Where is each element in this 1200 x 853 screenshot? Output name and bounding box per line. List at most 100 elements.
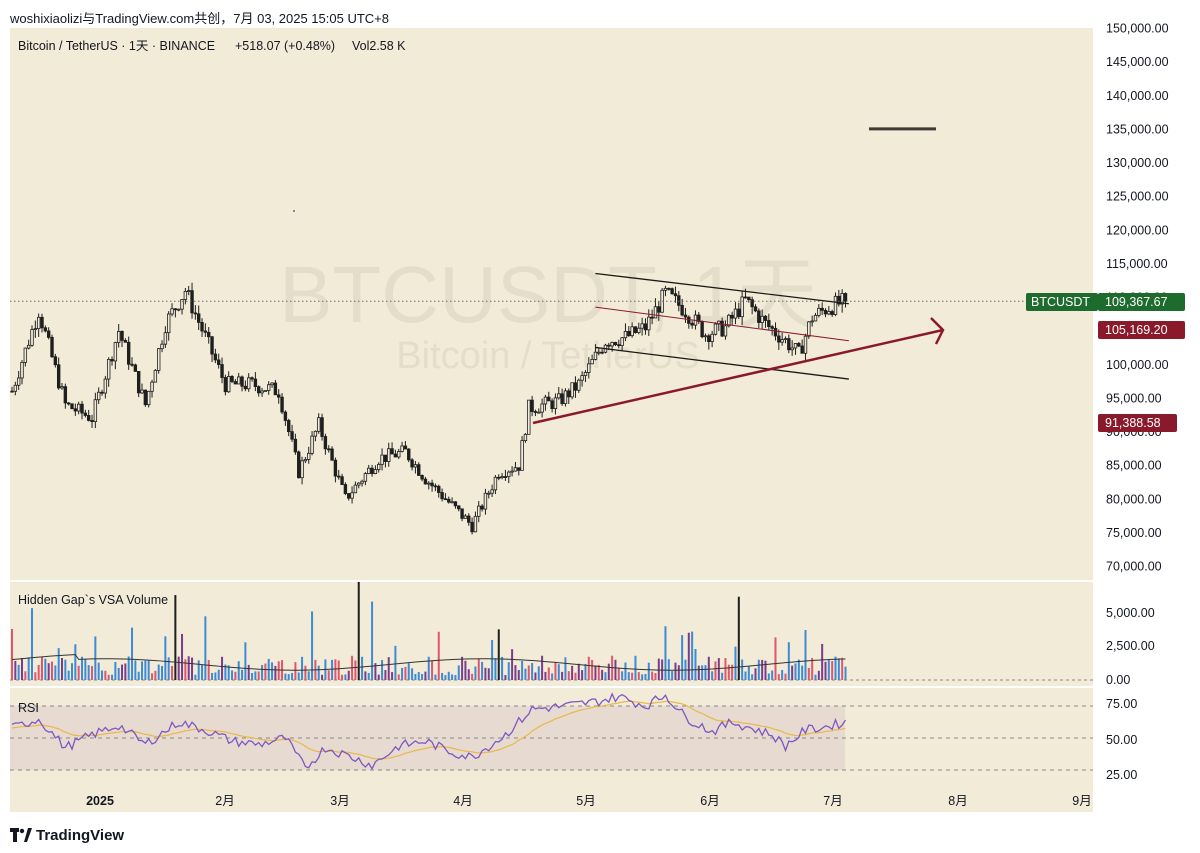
- volume-bar[interactable]: [194, 674, 197, 680]
- candle[interactable]: [247, 373, 251, 392]
- candle[interactable]: [697, 312, 701, 324]
- volume-bar[interactable]: [131, 627, 134, 680]
- volume-bar[interactable]: [251, 672, 254, 680]
- candle[interactable]: [427, 481, 431, 490]
- candle[interactable]: [260, 387, 264, 397]
- candle[interactable]: [86, 409, 91, 422]
- volume-bar[interactable]: [237, 661, 240, 680]
- candle[interactable]: [633, 326, 638, 334]
- candle[interactable]: [96, 387, 101, 405]
- volume-bar[interactable]: [754, 668, 757, 680]
- volume-bar[interactable]: [787, 642, 790, 680]
- volume-bar[interactable]: [364, 671, 367, 680]
- volume-bar[interactable]: [44, 658, 47, 680]
- candle[interactable]: [617, 339, 621, 349]
- candle[interactable]: [347, 493, 351, 501]
- rsi-line[interactable]: [11, 692, 847, 771]
- candle[interactable]: [393, 449, 398, 458]
- volume-bar[interactable]: [147, 660, 150, 680]
- candle[interactable]: [176, 308, 181, 312]
- candle[interactable]: [600, 349, 604, 355]
- volume-bar[interactable]: [821, 643, 824, 680]
- volume-bar[interactable]: [141, 661, 144, 680]
- volume-bar[interactable]: [207, 659, 210, 680]
- volume-bar[interactable]: [27, 657, 30, 680]
- candle[interactable]: [630, 322, 634, 338]
- volume-bar[interactable]: [751, 674, 754, 680]
- volume-bar[interactable]: [471, 673, 474, 680]
- candle[interactable]: [190, 282, 194, 319]
- candle[interactable]: [83, 409, 88, 418]
- candle[interactable]: [837, 289, 841, 307]
- candle[interactable]: [330, 446, 334, 461]
- volume-bar[interactable]: [554, 661, 557, 680]
- volume-bar[interactable]: [261, 665, 264, 680]
- candle[interactable]: [130, 357, 134, 367]
- volume-bar[interactable]: [827, 660, 830, 680]
- candle[interactable]: [730, 311, 734, 326]
- candle[interactable]: [513, 461, 518, 472]
- candle[interactable]: [46, 327, 51, 340]
- volume-bar[interactable]: [74, 644, 77, 680]
- volume-bar[interactable]: [284, 673, 287, 680]
- uptrend-arrow[interactable]: [532, 328, 944, 425]
- candle[interactable]: [257, 385, 261, 397]
- volume-bar[interactable]: [177, 656, 180, 680]
- volume-bar[interactable]: [327, 670, 330, 680]
- volume-bar[interactable]: [481, 661, 484, 680]
- volume-bar[interactable]: [547, 667, 550, 680]
- volume-bar[interactable]: [494, 658, 497, 680]
- volume-bar[interactable]: [187, 656, 190, 680]
- candle[interactable]: [163, 326, 168, 349]
- volume-bar[interactable]: [767, 673, 770, 680]
- volume-bar[interactable]: [374, 663, 377, 680]
- candle[interactable]: [650, 309, 654, 325]
- candle[interactable]: [237, 372, 241, 385]
- volume-bar[interactable]: [114, 662, 117, 680]
- candle[interactable]: [470, 517, 474, 535]
- candle[interactable]: [233, 379, 238, 385]
- volume-bar[interactable]: [451, 674, 454, 680]
- candle[interactable]: [613, 341, 618, 347]
- candle[interactable]: [253, 372, 258, 392]
- volume-bar[interactable]: [294, 662, 297, 680]
- last-price-tag[interactable]: BTCUSDT 109,367.67: [1026, 293, 1185, 311]
- volume-bar[interactable]: [184, 659, 187, 680]
- volume-bar[interactable]: [231, 670, 234, 680]
- volume-bar[interactable]: [321, 674, 324, 680]
- candle[interactable]: [143, 389, 148, 407]
- candle[interactable]: [273, 379, 278, 396]
- volume-bar[interactable]: [474, 666, 477, 680]
- candle[interactable]: [417, 462, 421, 476]
- candle[interactable]: [713, 322, 718, 336]
- channel-mid-line[interactable]: [595, 306, 849, 342]
- volume-bar[interactable]: [311, 611, 314, 680]
- volume-bar[interactable]: [537, 666, 540, 680]
- volume-bar[interactable]: [361, 656, 364, 680]
- channel-top-line[interactable]: [595, 272, 849, 305]
- volume-panel-title[interactable]: Hidden Gap`s VSA Volume: [18, 593, 168, 607]
- volume-bar[interactable]: [574, 672, 577, 680]
- candle[interactable]: [383, 454, 388, 468]
- volume-bar[interactable]: [704, 665, 707, 680]
- volume-bar[interactable]: [774, 637, 777, 680]
- candle[interactable]: [797, 341, 801, 348]
- volume-bar[interactable]: [531, 662, 534, 680]
- volume-bar[interactable]: [67, 670, 70, 680]
- volume-bar[interactable]: [104, 670, 107, 680]
- candle[interactable]: [413, 461, 418, 474]
- volume-bar[interactable]: [791, 665, 794, 680]
- candle[interactable]: [303, 456, 308, 464]
- candle[interactable]: [10, 386, 14, 393]
- candle[interactable]: [183, 288, 188, 305]
- candle[interactable]: [343, 482, 348, 496]
- volume-bar[interactable]: [121, 664, 124, 680]
- candle[interactable]: [803, 333, 808, 362]
- candle[interactable]: [527, 399, 531, 435]
- candle[interactable]: [733, 302, 738, 325]
- volume-bar[interactable]: [557, 664, 560, 680]
- candle[interactable]: [220, 357, 224, 384]
- candle[interactable]: [300, 456, 304, 485]
- volume-bar[interactable]: [477, 658, 480, 680]
- volume-bar[interactable]: [711, 671, 714, 680]
